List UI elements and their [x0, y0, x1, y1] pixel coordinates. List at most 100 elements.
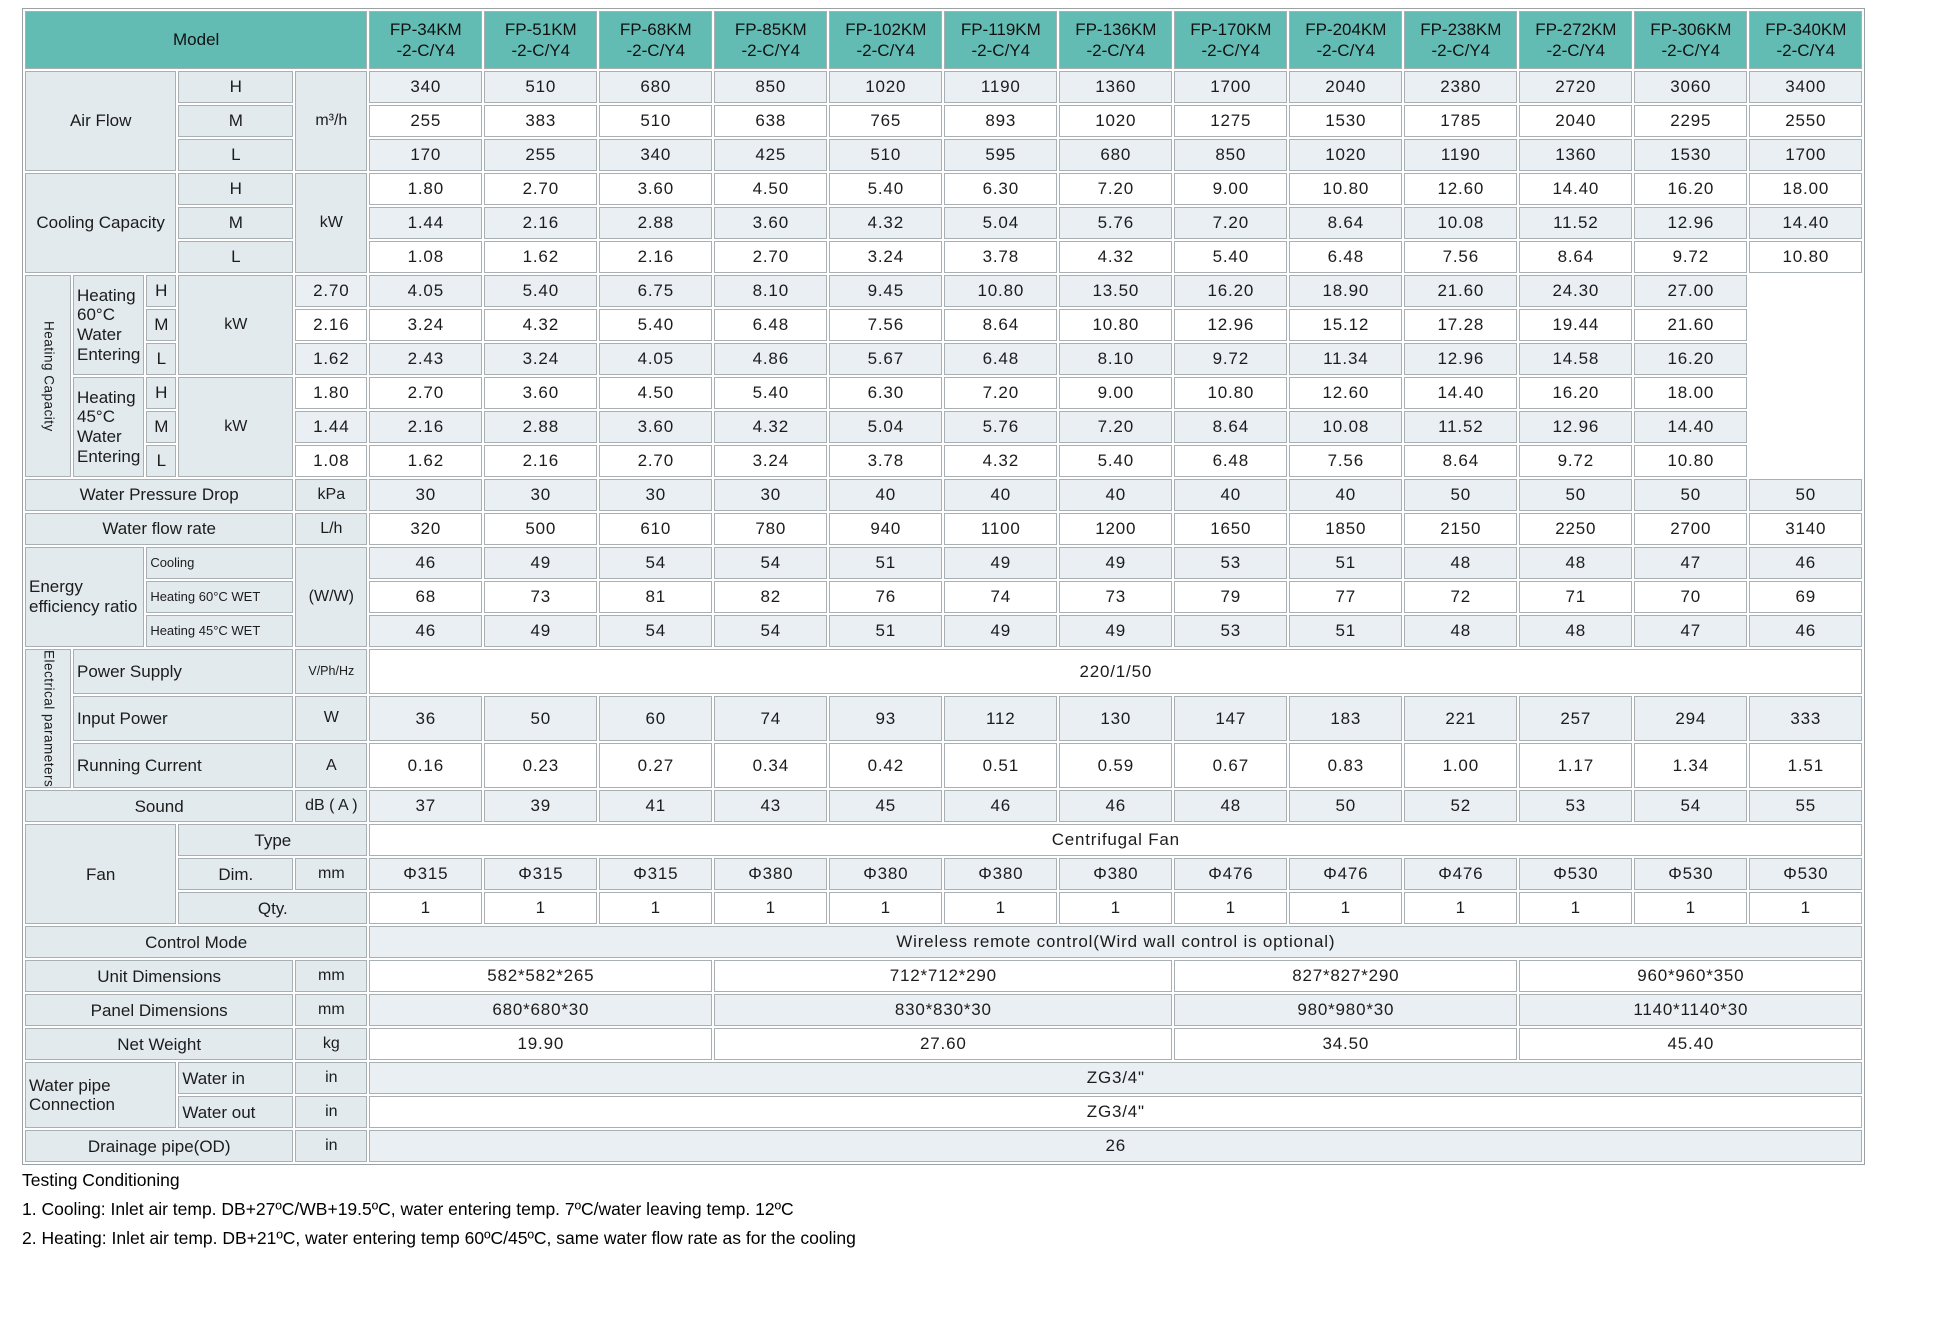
spec-value-cell: 1.62	[484, 241, 598, 273]
speed-level-label: L	[146, 343, 177, 375]
spec-value-cell: 1785	[1404, 105, 1518, 137]
spec-value-cell: 49	[1059, 615, 1173, 647]
spec-value-cell: 4.32	[944, 445, 1058, 477]
spec-value-cell: 510	[829, 139, 943, 171]
spec-value-cell: 73	[1059, 581, 1173, 613]
unit-label: kPa	[295, 479, 368, 511]
spec-value-cell: 2380	[1404, 71, 1518, 103]
spec-value-cell: 1	[1059, 892, 1173, 925]
model-name-line: -2-C/Y4	[856, 41, 916, 60]
spec-value-cell: 40	[1059, 479, 1173, 511]
spec-value-cell: 1	[1289, 892, 1403, 925]
spec-value-cell: 3060	[1634, 71, 1748, 103]
speed-level-label: M	[146, 411, 177, 443]
speed-level-label: M	[178, 105, 294, 137]
spec-value-cell: Φ380	[714, 858, 828, 891]
spec-value-cell: 14.40	[1634, 411, 1748, 443]
spec-value-cell: 14.40	[1404, 377, 1518, 409]
spec-value-cell: 940	[829, 513, 943, 545]
spec-value-cell: 49	[944, 547, 1058, 579]
spec-value-cell: 5.76	[1059, 207, 1173, 239]
spec-value-cell: 1.62	[295, 343, 368, 375]
spec-value-cell: 255	[484, 139, 598, 171]
spec-value-cell: 6.75	[599, 275, 713, 307]
spec-value-cell: 1	[1634, 892, 1748, 925]
spec-value-cell: 1.08	[369, 241, 483, 273]
spec-value-cell: 3400	[1749, 71, 1863, 103]
spec-value-cell: 510	[484, 71, 598, 103]
merged-value-cell: 26	[369, 1130, 1863, 1163]
spec-value-cell: 10.08	[1404, 207, 1518, 239]
spec-value-cell: 1	[1174, 892, 1288, 925]
spec-value-cell: 52	[1404, 790, 1518, 823]
spec-value-cell: Φ380	[944, 858, 1058, 891]
spec-value-cell: 10.80	[1634, 445, 1748, 477]
spec-value-cell: 8.64	[1174, 411, 1288, 443]
spec-value-cell: 1360	[1059, 71, 1173, 103]
spec-value-cell: 21.60	[1634, 309, 1748, 341]
spec-value-cell: 12.96	[1174, 309, 1288, 341]
spec-value-cell: 11.34	[1289, 343, 1403, 375]
spec-value-cell: 40	[944, 479, 1058, 511]
spec-value-cell: 257	[1519, 696, 1633, 742]
spec-value-cell: 2.70	[369, 377, 483, 409]
row-label: Net Weight	[25, 1028, 294, 1061]
spec-value-cell: 46	[369, 615, 483, 647]
spec-value-cell: 48	[1404, 615, 1518, 647]
spec-value-cell: 3.24	[484, 343, 598, 375]
spec-value-cell: 255	[369, 105, 483, 137]
unit-label: dB ( A )	[295, 790, 368, 823]
unit-label: kg	[295, 1028, 368, 1061]
model-column-header: FP-272KM -2-C/Y4	[1519, 11, 1633, 69]
spec-value-cell: 2250	[1519, 513, 1633, 545]
spec-value-cell: 294	[1634, 696, 1748, 742]
spec-value-cell: 14.40	[1749, 207, 1863, 239]
spec-value-cell: 30	[484, 479, 598, 511]
merged-value-cell: ZG3/4"	[369, 1062, 1863, 1095]
spec-value-cell: 7.20	[1059, 173, 1173, 205]
model-name-line: -2-C/Y4	[1201, 41, 1261, 60]
spec-value-cell: 5.76	[944, 411, 1058, 443]
model-column-header: FP-204KM -2-C/Y4	[1289, 11, 1403, 69]
spec-value-cell: 0.27	[599, 743, 713, 789]
spec-value-cell: 12.96	[1519, 411, 1633, 443]
section-label-vertical: Electrical parameters	[25, 649, 71, 789]
merged-value-cell: Wireless remote control(Wird wall contro…	[369, 926, 1863, 959]
spec-value-cell: 93	[829, 696, 943, 742]
unit-label: in	[295, 1130, 368, 1163]
spec-value-cell: 10.80	[944, 275, 1058, 307]
model-name-line: -2-C/Y4	[741, 41, 801, 60]
spec-value-cell: 893	[944, 105, 1058, 137]
spec-value-cell: 72	[1404, 581, 1518, 613]
spec-value-cell: 1190	[944, 71, 1058, 103]
spec-value-cell: 1	[484, 892, 598, 925]
unit-label: (W/W)	[295, 547, 368, 647]
spec-value-cell: 41	[599, 790, 713, 823]
spec-value-cell: 16.20	[1519, 377, 1633, 409]
spec-value-cell: 6.48	[1174, 445, 1288, 477]
spec-value-cell: 183	[1289, 696, 1403, 742]
spec-value-cell: 2.70	[714, 241, 828, 273]
spec-value-cell: 16.20	[1634, 173, 1748, 205]
spec-value-cell: 10.80	[1174, 377, 1288, 409]
spec-value-cell: 1	[829, 892, 943, 925]
spec-value-cell: 5.67	[829, 343, 943, 375]
spec-value-cell: 6.30	[944, 173, 1058, 205]
spec-value-cell: 9.72	[1634, 241, 1748, 273]
spec-value-cell: 37	[369, 790, 483, 823]
spec-value-cell: 46	[1749, 547, 1863, 579]
spec-value-cell: 60	[599, 696, 713, 742]
merged-value-cell: 980*980*30	[1174, 994, 1518, 1027]
spec-value-cell: 16.20	[1174, 275, 1288, 307]
spec-value-cell: 1020	[829, 71, 943, 103]
spec-value-cell: 2150	[1404, 513, 1518, 545]
spec-value-cell: 3.24	[369, 309, 483, 341]
spec-value-cell: 46	[1059, 790, 1173, 823]
spec-value-cell: 3.24	[714, 445, 828, 477]
spec-value-cell: 1200	[1059, 513, 1173, 545]
spec-value-cell: 638	[714, 105, 828, 137]
spec-value-cell: 425	[714, 139, 828, 171]
merged-value-cell: 830*830*30	[714, 994, 1173, 1027]
spec-value-cell: 8.64	[1289, 207, 1403, 239]
row-label: Type	[178, 824, 368, 857]
